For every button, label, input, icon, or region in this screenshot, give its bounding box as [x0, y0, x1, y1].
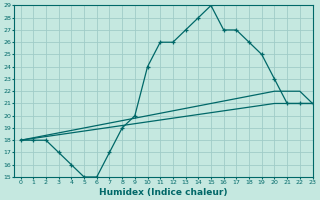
X-axis label: Humidex (Indice chaleur): Humidex (Indice chaleur): [99, 188, 228, 197]
